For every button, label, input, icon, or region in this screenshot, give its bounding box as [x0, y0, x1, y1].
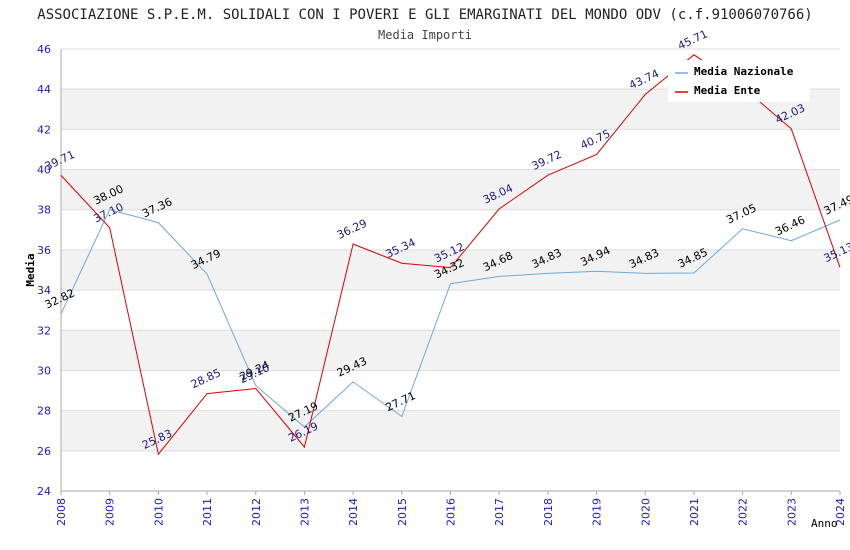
x-tick-label: 2021 [688, 498, 701, 526]
y-tick-label: 36 [37, 244, 51, 257]
legend: Media Nazionale Media Ente [668, 60, 810, 102]
y-tick-label: 38 [37, 204, 51, 217]
x-tick-label: 2023 [785, 498, 798, 526]
chart-subtitle: Media Importi [378, 28, 472, 42]
chart-title: ASSOCIAZIONE S.P.E.M. SOLIDALI CON I POV… [37, 7, 812, 23]
x-tick-label: 2010 [152, 498, 165, 526]
x-tick-label: 2011 [201, 498, 214, 526]
x-tick-label: 2009 [104, 498, 117, 526]
y-tick-label: 26 [37, 445, 51, 458]
y-tick-label: 34 [37, 284, 51, 297]
y-axis-title: Media [24, 253, 37, 286]
x-tick-label: 2016 [445, 498, 458, 526]
x-tick-label: 2024 [834, 498, 847, 526]
grid-band [61, 169, 840, 210]
grid-bands [61, 89, 840, 451]
y-tick-label: 28 [37, 405, 51, 418]
y-tick-label: 46 [37, 43, 51, 56]
x-axis-ticks: 2008 2009 2010 2011 2012 2013 2014 2015 2016 2017… [55, 491, 847, 526]
x-axis-title: Anno [811, 517, 838, 530]
x-tick-label: 2008 [55, 498, 68, 526]
y-tick-label: 44 [37, 83, 51, 96]
legend-box [668, 60, 810, 102]
x-tick-label: 2022 [737, 498, 750, 526]
x-tick-label: 2017 [493, 498, 506, 526]
y-tick-label: 24 [37, 485, 51, 498]
x-tick-label: 2019 [591, 498, 604, 526]
x-tick-label: 2015 [396, 498, 409, 526]
x-tick-label: 2018 [542, 498, 555, 526]
grid-band [61, 330, 840, 371]
y-tick-label: 40 [37, 164, 51, 177]
y-tick-label: 30 [37, 364, 51, 377]
grid-band [61, 410, 840, 451]
y-axis-ticks: 24 26 28 30 32 34 36 38 40 42 44 46 [37, 43, 51, 498]
x-tick-label: 2013 [298, 498, 311, 526]
y-tick-label: 32 [37, 324, 51, 337]
x-tick-label: 2020 [639, 498, 652, 526]
series-line-media-nazionale [60, 209, 841, 428]
y-tick-label: 42 [37, 123, 51, 136]
x-tick-label: 2012 [250, 498, 263, 526]
x-tick-label: 2014 [347, 498, 360, 526]
legend-label-media-nazionale: Media Nazionale [694, 65, 794, 78]
legend-label-media-ente: Media Ente [694, 84, 761, 97]
